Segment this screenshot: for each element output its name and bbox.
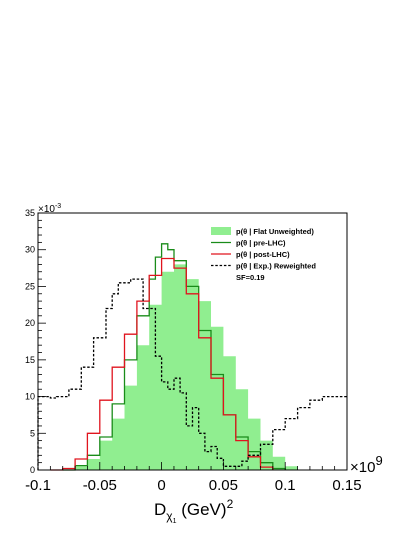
series-1-filled: [62, 264, 298, 470]
y-multiplier: ×10-3: [38, 203, 61, 215]
legend-swatch-filled: [211, 227, 231, 235]
y-tick-label: 15: [25, 355, 35, 365]
y-tick-label: 0: [30, 465, 35, 475]
y-tick-label: 5: [30, 428, 35, 438]
legend-label: p(θ | pre-LHC): [236, 239, 286, 248]
y-tick-label: 20: [25, 318, 35, 328]
x-tick-label: 0.1: [275, 477, 296, 494]
y-tick-label: 10: [25, 392, 35, 402]
y-tick-label: 35: [25, 208, 35, 218]
scale-factor-label: SF=0.19: [236, 273, 265, 282]
legend-label: p(θ | Flat Unweighted): [236, 227, 314, 236]
legend: p(θ | Flat Unweighted) p(θ | pre-LHC) p(θ …: [211, 227, 316, 282]
series-3-solid: [50, 257, 274, 471]
series-4-dashed: [37, 278, 347, 470]
x-multiplier: ×109: [350, 453, 383, 476]
x-tick-label: 0.15: [332, 477, 361, 494]
series-layer: [37, 243, 347, 471]
x-axis-label: Dχ1 (GeV)2: [154, 497, 234, 525]
plot-frame: [37, 212, 348, 471]
x-tick-label: 0.05: [209, 477, 238, 494]
x-tick-label: 0: [157, 477, 165, 494]
ticks-layer: -0.1 -0.05 0 0.05 0.1 0.15 0 5 10 15 20 25 30 35: [25, 208, 362, 494]
legend-label: p(θ | post-LHC): [236, 250, 290, 259]
y-tick-label: 25: [25, 281, 35, 291]
x-tick-label: -0.05: [83, 477, 117, 494]
y-tick-label: 30: [25, 245, 35, 255]
x-tick-label: -0.1: [25, 477, 51, 494]
legend-label: p(θ | Exp.) Reweighted: [236, 262, 316, 271]
